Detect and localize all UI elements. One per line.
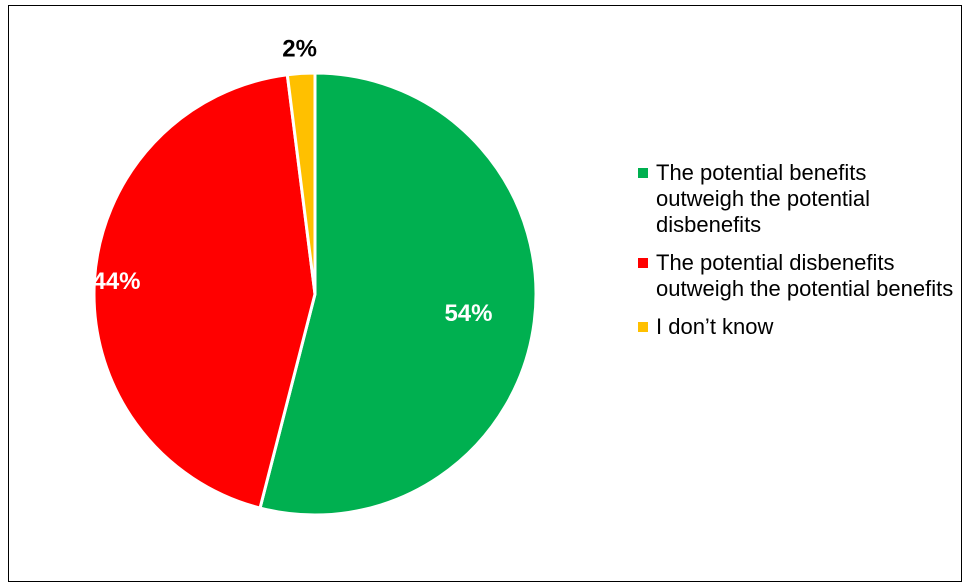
pie-slice-disbenefits <box>92 73 317 510</box>
data-label-benefits: 54% <box>444 300 492 327</box>
legend-item-benefits: The potential benefits outweigh the pote… <box>638 160 958 238</box>
data-label-dont-know: 2% <box>282 36 317 63</box>
pie-data-labels: 54% 44% 2% <box>92 36 492 327</box>
legend-item-disbenefits: The potential disbenefits outweigh the p… <box>638 250 958 302</box>
legend-label-dont-know: I don’t know <box>656 314 774 339</box>
legend-swatch-dont-know <box>638 322 648 332</box>
legend: The potential benefits outweigh the pote… <box>638 160 958 352</box>
legend-swatch-disbenefits <box>638 258 648 268</box>
legend-label-disbenefits: The potential disbenefits outweigh the p… <box>656 250 954 301</box>
pie-slice-benefits <box>258 71 538 517</box>
legend-label-benefits: The potential benefits outweigh the pote… <box>656 160 871 237</box>
legend-swatch-benefits <box>638 168 648 178</box>
pie-slices <box>92 71 538 517</box>
legend-item-dont-know: I don’t know <box>638 314 958 340</box>
data-label-disbenefits: 44% <box>92 268 140 295</box>
pie-slice-dont-know <box>285 71 317 295</box>
